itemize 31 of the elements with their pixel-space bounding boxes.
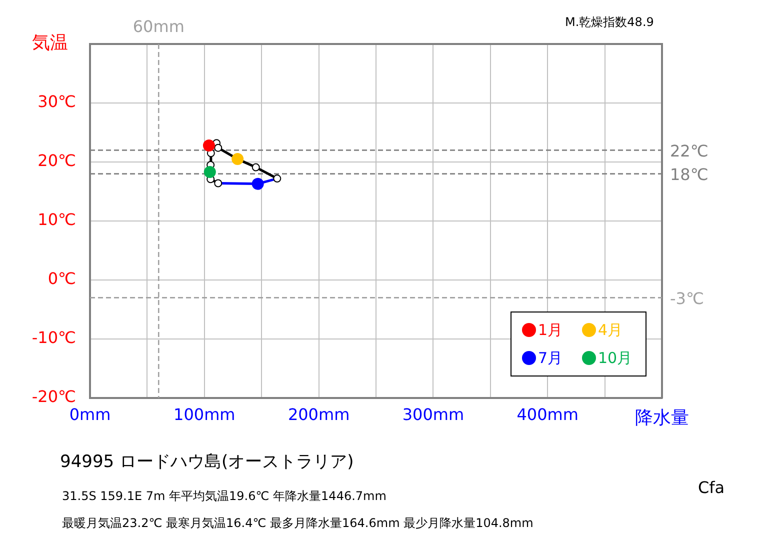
y-tick-label: -10℃	[32, 328, 76, 348]
legend-label: 1月	[538, 320, 563, 339]
x-axis-title: 降水量	[635, 408, 689, 429]
point	[214, 144, 222, 152]
y-tick-label: 20℃	[38, 151, 76, 170]
legend-label: 10月	[598, 348, 632, 367]
text: M.乾燥指数48.9	[565, 14, 654, 31]
ref-line-label: 60mm	[132, 17, 184, 36]
ref-line-label: -3℃	[670, 288, 704, 308]
ref-line-label: 22℃	[670, 141, 708, 160]
point	[273, 174, 282, 183]
y-tick-label: 30℃	[38, 92, 76, 112]
text: 最暖月気温23.2℃ 最寒月気温16.4℃ 最多月降水量164.6mm 最少月降水量104.8mm	[62, 515, 534, 532]
text: 94995 ロードハウ島(オーストラリア)	[60, 451, 354, 473]
legend-label: 7月	[538, 348, 563, 367]
text: 31.5S 159.1E 7m 年平均気温19.6℃ 年降水量1446.7mm	[62, 488, 386, 505]
point	[252, 178, 264, 190]
y-tick-label: 10℃	[38, 210, 76, 230]
x-tick-label: 100mm	[174, 404, 236, 424]
y-tick-label: 0℃	[48, 269, 76, 288]
ref-line-label: 18℃	[670, 164, 708, 184]
y-tick-label: -20℃	[32, 387, 76, 406]
point	[252, 163, 260, 172]
y-axis-title: 気温	[32, 32, 68, 54]
text: Cfa	[698, 478, 725, 497]
x-tick-label: 300mm	[402, 404, 464, 424]
point	[214, 179, 222, 188]
legend-label: 4月	[598, 320, 623, 339]
x-tick-label: 0mm	[69, 404, 111, 424]
x-tick-label: 200mm	[288, 404, 350, 424]
x-tick-label: 400mm	[516, 404, 578, 424]
